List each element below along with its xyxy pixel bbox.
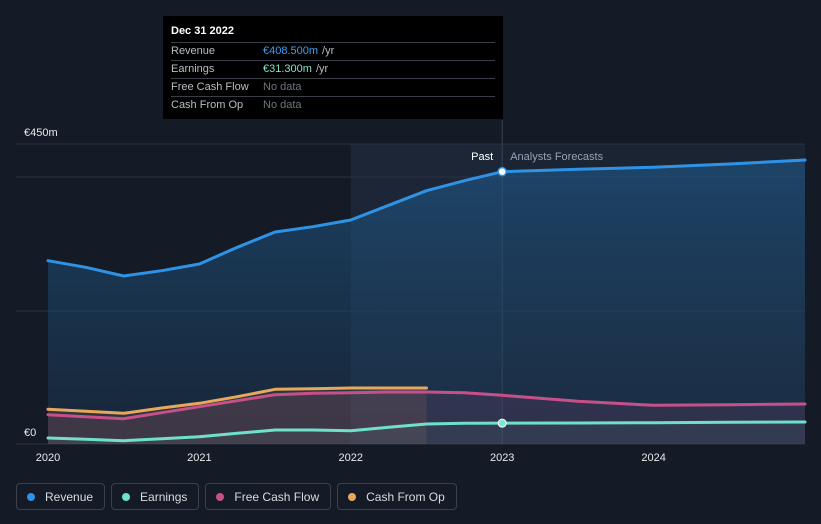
tooltip-value: No data [263,81,302,93]
tooltip-row-free-cash-flow: Free Cash Flow No data [171,78,495,96]
tooltip-label: Free Cash Flow [171,81,249,93]
x-tick-label: 2024 [641,452,665,464]
past-label: Past [471,151,493,163]
revenue-dot-icon [27,492,35,501]
earnings-marker [497,418,507,428]
tooltip-label: Revenue [171,45,216,57]
tooltip-date: Dec 31 2022 [171,25,234,37]
x-tick-label: 2022 [339,452,363,464]
legend-label: Earnings [140,489,188,504]
x-tick-label: 2023 [490,452,514,464]
tooltip-label: Cash From Op [171,99,244,111]
earnings-area [48,422,805,444]
tooltip-row-cash-from-op: Cash From Op No data [171,96,495,114]
cash-from-op-dot-icon [348,492,357,501]
tooltip-row-earnings: Earnings €31.300m /yr [171,60,495,78]
tooltip-value: No data [263,99,302,111]
y-tick-label: €450m [24,127,58,139]
legend-item-revenue[interactable]: Revenue [16,483,106,510]
x-tick-label: 2020 [36,452,60,464]
legend-label: Cash From Op [366,489,445,504]
free-cash-flow-line [46,390,807,421]
tooltip-unit: /yr [315,63,329,75]
tooltip-value: €31.300m [263,63,312,75]
tooltip-unit: /yr [322,45,335,57]
revenue-area [48,160,805,444]
earnings-dot-icon [122,492,131,501]
chart-legend: Revenue Earnings Free Cash Flow Cash Fro… [16,483,457,510]
revenue-line [46,158,807,278]
legend-label: Revenue [45,489,94,504]
tooltip-label: Earnings [171,63,215,75]
free-cash-flow-area [48,392,805,444]
tooltip-row-revenue: Revenue €408.500m /yr [171,42,495,60]
legend-item-cash-from-op[interactable]: Cash From Op [337,483,457,510]
revenue-marker [497,166,507,177]
cash-from-op-line [46,386,428,415]
y-tick-label: €0 [24,427,36,439]
legend-item-free-cash-flow[interactable]: Free Cash Flow [205,483,332,510]
legend-item-earnings[interactable]: Earnings [111,483,200,510]
earnings-line [46,420,807,443]
x-tick-label: 2021 [187,452,211,464]
legend-label: Free Cash Flow [234,489,320,504]
tooltip-value: €408.500m [263,45,319,57]
free-cash-flow-dot-icon [216,492,225,501]
forecast-label: Analysts Forecasts [510,151,603,163]
chart-tooltip: Dec 31 2022 Revenue €408.500m /yr Earnin… [163,16,503,119]
